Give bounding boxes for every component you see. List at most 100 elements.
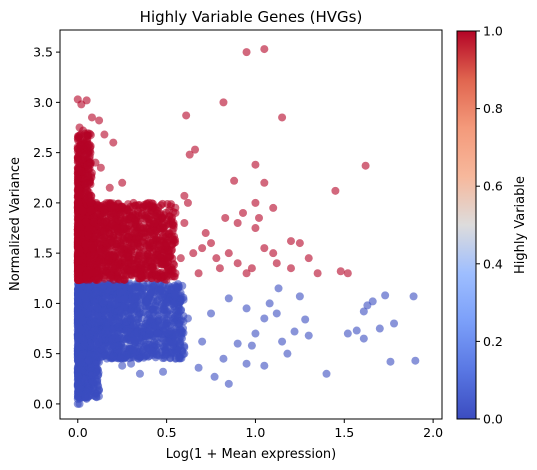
non-hvg-point (301, 315, 310, 324)
non-hvg-point (149, 305, 158, 314)
hvg-point (313, 269, 322, 278)
hvg-point (146, 228, 155, 237)
hvg-point (169, 259, 178, 268)
non-hvg-point (247, 341, 256, 350)
hvg-point (221, 213, 230, 222)
colorbar-tick-label: 0.4 (483, 256, 503, 271)
non-hvg-point (170, 312, 179, 321)
hvg-point (168, 220, 177, 229)
x-axis: 0.0 0.5 1.0 1.5 2.0 (68, 419, 443, 440)
non-hvg-point (116, 354, 125, 363)
hvg-point (255, 213, 263, 222)
non-hvg-point (210, 372, 219, 381)
hvg-point (73, 229, 82, 238)
hvg-point (95, 116, 104, 125)
hvg-point (90, 250, 99, 259)
y-tick-label: 2.5 (33, 145, 53, 160)
hvg-point (251, 160, 260, 169)
hvg-point (163, 265, 172, 274)
non-hvg-point (359, 334, 368, 343)
non-hvg-point (265, 299, 274, 308)
non-hvg-point (251, 329, 260, 338)
hvg-point (145, 238, 154, 247)
non-hvg-point (411, 356, 420, 365)
hvg-point (75, 256, 84, 265)
hvg-point (77, 148, 86, 157)
non-hvg-point (100, 306, 109, 315)
non-hvg-point (242, 304, 251, 313)
non-hvg-point (127, 284, 136, 293)
non-hvg-point (219, 354, 228, 363)
hvg-point (167, 246, 176, 255)
hvg-point (251, 224, 260, 233)
non-hvg-point (90, 318, 99, 327)
hvg-point (123, 244, 132, 253)
non-hvg-point (108, 325, 117, 334)
hvg-point (148, 264, 157, 273)
non-hvg-point (128, 345, 137, 354)
hvg-point (286, 237, 295, 246)
non-hvg-point (77, 358, 86, 367)
non-hvg-point (144, 344, 153, 353)
hvg-point (139, 232, 148, 241)
hvg-point (169, 236, 178, 245)
non-hvg-point (94, 352, 103, 361)
non-hvg-point (144, 295, 153, 304)
hvg-point (100, 233, 109, 242)
non-hvg-point (82, 390, 91, 399)
hvg-point (114, 267, 123, 276)
hvg-point (78, 207, 87, 216)
non-hvg-point (111, 342, 120, 351)
non-hvg-point (105, 287, 114, 296)
non-hvg-point (94, 304, 103, 313)
hvg-point (153, 274, 162, 283)
non-hvg-point (77, 325, 86, 334)
hvg-point (135, 249, 144, 258)
non-hvg-point (180, 349, 189, 358)
non-hvg-point (78, 316, 87, 325)
hvg-point (215, 264, 224, 273)
non-hvg-point (88, 292, 97, 301)
hvg-point (75, 248, 84, 257)
hvg-point (96, 256, 105, 265)
non-hvg-point (171, 354, 180, 363)
hvg-point (86, 143, 95, 152)
non-hvg-point (352, 326, 361, 335)
hvg-point (176, 254, 185, 263)
hvg-point (127, 213, 136, 222)
hvg-point (85, 152, 94, 161)
hvg-point (81, 218, 90, 227)
x-tick-label: 1.0 (245, 425, 265, 440)
hvg-point (219, 98, 228, 107)
hvg-point (85, 269, 94, 278)
hvg-point (86, 198, 95, 207)
hvg-point (143, 250, 152, 259)
hvg-point (126, 266, 135, 275)
hvg-point (86, 180, 95, 189)
non-hvg-point (145, 326, 154, 335)
hvg-point (116, 210, 125, 219)
hvg-point (79, 126, 88, 135)
hvg-point (144, 198, 153, 207)
non-hvg-point (390, 319, 399, 328)
hvg-point (247, 264, 256, 273)
non-hvg-point (106, 315, 115, 324)
hvg-point (260, 45, 269, 54)
hvg-point (124, 233, 133, 242)
colorbar-tick-label: 0.8 (483, 101, 503, 116)
hvg-point (118, 234, 127, 243)
x-tick-label: 1.5 (334, 425, 354, 440)
colorbar: 0.0 0.2 0.4 0.6 0.8 1.0 Highly Variable (456, 24, 528, 427)
hvg-point (118, 250, 127, 259)
non-hvg-point (120, 301, 129, 309)
hvg-point (162, 239, 171, 248)
non-hvg-point (105, 341, 114, 350)
non-hvg-point (115, 294, 124, 303)
hvg-point (194, 269, 203, 278)
plot-frame (59, 29, 443, 420)
non-hvg-point (154, 295, 163, 304)
hvg-point (136, 222, 145, 231)
hvg-point (74, 199, 83, 208)
non-hvg-point (128, 292, 137, 301)
